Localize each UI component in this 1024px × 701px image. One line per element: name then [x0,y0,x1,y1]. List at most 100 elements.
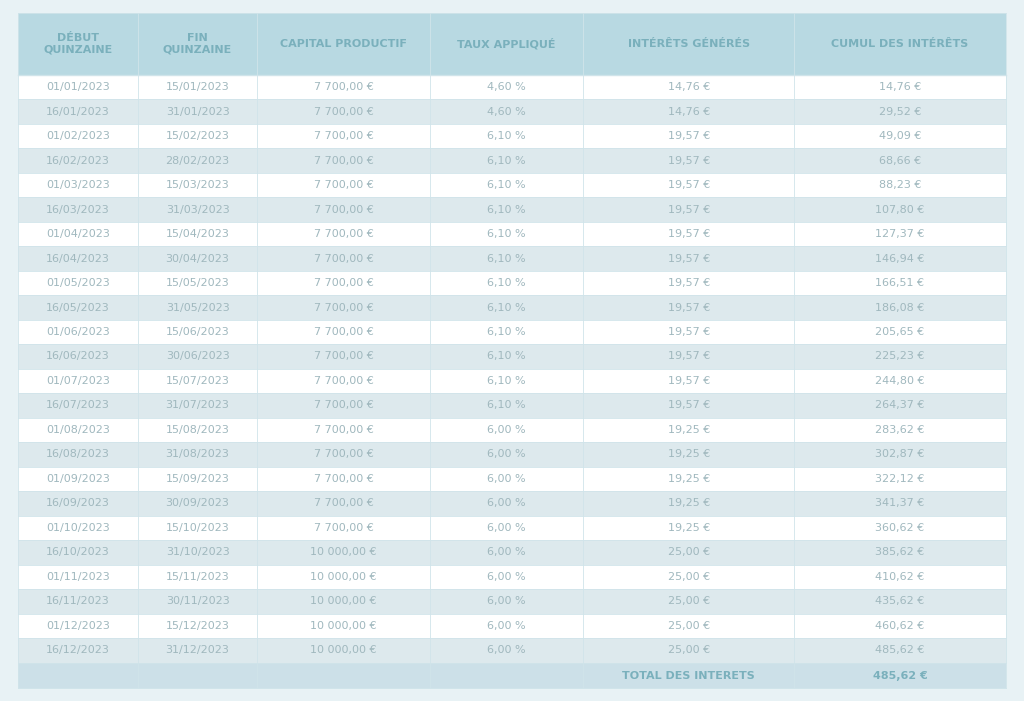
Bar [257,222,430,246]
Bar [257,197,430,222]
Bar [430,271,583,295]
Bar [430,197,583,222]
Text: 6,10 %: 6,10 % [487,229,526,239]
Text: 7 700,00 €: 7 700,00 € [313,180,374,190]
Bar [257,13,430,75]
Text: 10 000,00 €: 10 000,00 € [310,547,377,557]
Text: 10 000,00 €: 10 000,00 € [310,621,377,631]
Text: 19,25 €: 19,25 € [668,449,710,459]
Bar [795,100,1006,124]
Bar [257,613,430,638]
Bar [795,418,1006,442]
Text: 7 700,00 €: 7 700,00 € [313,474,374,484]
Bar [583,246,795,271]
Text: 6,00 %: 6,00 % [487,449,526,459]
Text: CUMUL DES INTÉRÊTS: CUMUL DES INTÉRÊTS [831,39,969,48]
Text: 31/10/2023: 31/10/2023 [166,547,229,557]
Text: TAUX APPLIQUÉ: TAUX APPLIQUÉ [458,38,556,50]
Text: 15/11/2023: 15/11/2023 [166,572,229,582]
Text: 19,25 €: 19,25 € [668,498,710,508]
Text: 25,00 €: 25,00 € [668,547,710,557]
Bar [257,638,430,662]
Text: 6,00 %: 6,00 % [487,498,526,508]
Bar [430,13,583,75]
Text: 6,00 %: 6,00 % [487,572,526,582]
Text: 31/01/2023: 31/01/2023 [166,107,229,116]
Text: 7 700,00 €: 7 700,00 € [313,400,374,411]
Bar [257,369,430,393]
Text: 7 700,00 €: 7 700,00 € [313,303,374,313]
Bar [257,393,430,418]
Text: DÉBUT
QUINZAINE: DÉBUT QUINZAINE [44,32,113,55]
Bar [257,442,430,467]
Bar [430,516,583,540]
Bar [138,75,257,100]
Text: 15/07/2023: 15/07/2023 [166,376,229,386]
Bar [583,565,795,590]
Text: 6,10 %: 6,10 % [487,351,526,362]
Bar [18,246,138,271]
Text: 31/12/2023: 31/12/2023 [166,646,229,655]
Bar [138,442,257,467]
Text: 01/11/2023: 01/11/2023 [46,572,110,582]
Text: 30/04/2023: 30/04/2023 [166,254,229,264]
Bar [138,590,257,613]
Text: 7 700,00 €: 7 700,00 € [313,278,374,288]
Bar [583,13,795,75]
Bar [257,75,430,100]
Bar [583,344,795,369]
Text: 31/03/2023: 31/03/2023 [166,205,229,215]
Text: 6,10 %: 6,10 % [487,254,526,264]
Bar [795,442,1006,467]
Text: 68,66 €: 68,66 € [879,156,921,165]
Text: 01/04/2023: 01/04/2023 [46,229,111,239]
Text: 7 700,00 €: 7 700,00 € [313,498,374,508]
Bar [795,172,1006,197]
Bar [795,320,1006,344]
Text: 30/06/2023: 30/06/2023 [166,351,229,362]
Text: 31/07/2023: 31/07/2023 [166,400,229,411]
Text: 341,37 €: 341,37 € [876,498,925,508]
Text: 166,51 €: 166,51 € [876,278,925,288]
Bar [18,516,138,540]
Bar [138,197,257,222]
Bar [795,590,1006,613]
Text: 360,62 €: 360,62 € [876,523,925,533]
Bar [583,222,795,246]
Bar [583,540,795,565]
Bar [583,516,795,540]
Bar [18,75,138,100]
Text: 6,10 %: 6,10 % [487,131,526,141]
Text: 225,23 €: 225,23 € [876,351,925,362]
Bar [138,393,257,418]
Bar [430,442,583,467]
Bar [795,222,1006,246]
Bar [430,149,583,172]
Text: 01/09/2023: 01/09/2023 [46,474,111,484]
Bar [430,467,583,491]
Text: 7 700,00 €: 7 700,00 € [313,82,374,92]
Text: 485,62 €: 485,62 € [876,646,925,655]
Bar [430,172,583,197]
Bar [583,75,795,100]
Bar [257,565,430,590]
Text: 6,00 %: 6,00 % [487,597,526,606]
Text: 30/09/2023: 30/09/2023 [166,498,229,508]
Text: 19,57 €: 19,57 € [668,180,710,190]
Bar [18,124,138,149]
Bar [430,344,583,369]
Bar [430,393,583,418]
Text: 264,37 €: 264,37 € [876,400,925,411]
Text: 19,25 €: 19,25 € [668,523,710,533]
Bar [795,393,1006,418]
Text: 6,10 %: 6,10 % [487,156,526,165]
Bar [138,540,257,565]
Bar [795,540,1006,565]
Bar [138,172,257,197]
Bar [257,418,430,442]
Text: 16/02/2023: 16/02/2023 [46,156,111,165]
Text: 01/01/2023: 01/01/2023 [46,82,110,92]
Text: 19,57 €: 19,57 € [668,229,710,239]
Bar [430,100,583,124]
Text: 01/10/2023: 01/10/2023 [46,523,110,533]
